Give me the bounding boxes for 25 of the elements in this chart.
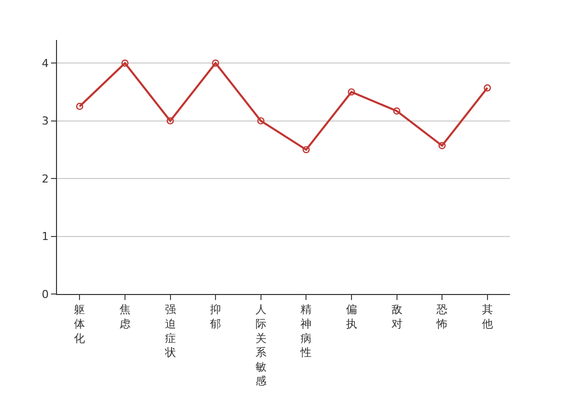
point — [121, 59, 129, 67]
point — [166, 117, 174, 124]
y-tick-label: 0 — [42, 288, 49, 301]
point — [302, 146, 310, 154]
y-tick-label: 3 — [42, 114, 49, 128]
point — [257, 117, 264, 124]
x-tick-label: 恐怖 — [436, 303, 448, 330]
x-tick-label: 抑郁 — [210, 303, 222, 330]
point — [393, 107, 400, 115]
point — [438, 142, 446, 150]
y-tick-label: 4 — [42, 56, 49, 70]
x-tick-label: 焦虑 — [119, 303, 130, 330]
y-tick-label: 1 — [42, 230, 49, 244]
x-tick-label: 其他 — [482, 303, 493, 330]
point — [212, 59, 220, 67]
y-tick-label: 2 — [42, 172, 49, 186]
x-tick-label: 躯体化 — [74, 303, 86, 345]
x-tick-label: 敌对 — [391, 303, 402, 330]
x-tick-label: 强迫症状 — [164, 303, 176, 360]
point — [348, 88, 356, 96]
point — [484, 84, 491, 92]
x-tick-label: 精神病性 — [300, 303, 312, 360]
point — [76, 102, 84, 110]
x-tick-label: 人际关系敏感 — [255, 303, 266, 388]
x-tick-label: 偏执 — [346, 303, 357, 330]
